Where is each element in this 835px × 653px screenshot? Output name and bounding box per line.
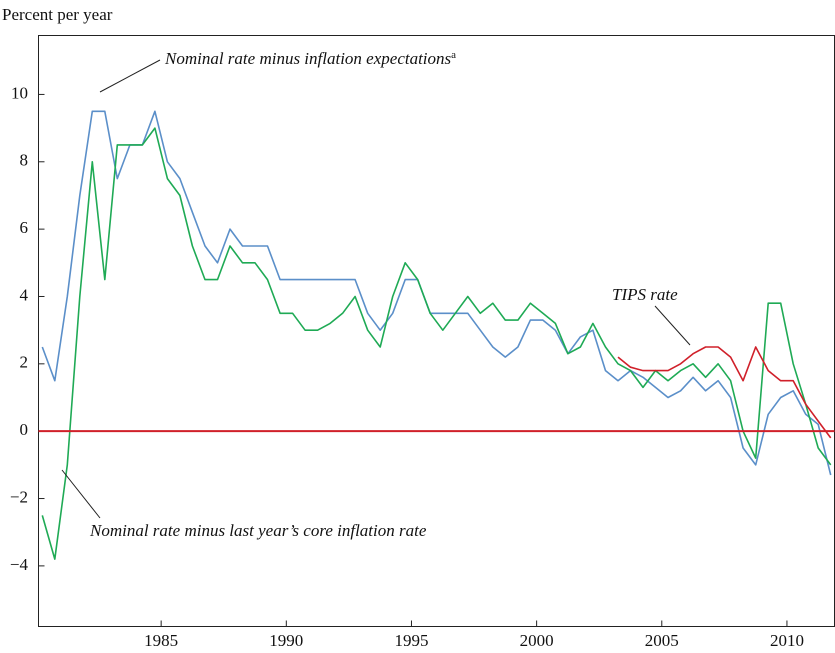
x-tick-label: 2000 xyxy=(520,631,554,650)
y-tick-label: −2 xyxy=(10,487,28,506)
annotation-leader xyxy=(654,305,691,346)
annotation-leader xyxy=(61,469,101,519)
y-tick-label: 8 xyxy=(20,151,29,170)
x-tick-label: 1985 xyxy=(144,631,178,650)
y-tick-label: 2 xyxy=(20,353,29,372)
x-tick-label: 2005 xyxy=(645,631,679,650)
series-line xyxy=(617,346,832,439)
y-tick-label: 10 xyxy=(11,83,28,102)
y-tick-label: 4 xyxy=(20,285,29,304)
y-tick-label: 6 xyxy=(20,218,29,237)
x-tick-label: 2010 xyxy=(770,631,804,650)
series-line xyxy=(41,127,832,560)
x-tick-label: 1995 xyxy=(394,631,428,650)
x-tick-label: 1990 xyxy=(269,631,303,650)
annotation: Nominal rate minus last year’s core infl… xyxy=(89,521,427,540)
annotation: TIPS rate xyxy=(612,285,678,304)
annotation-text: Nominal rate minus inflation expectation… xyxy=(164,49,452,68)
y-tick-label: 0 xyxy=(20,420,29,439)
y-tick-label: −4 xyxy=(10,555,29,574)
annotation-leader xyxy=(99,59,161,93)
series-line xyxy=(41,110,832,476)
annotation: Nominal rate minus inflation expectation… xyxy=(164,49,456,68)
y-axis-label: Percent per year xyxy=(2,5,113,24)
annotation-superscript: a xyxy=(451,49,456,61)
annotation-text: TIPS rate xyxy=(612,285,678,304)
annotation-text: Nominal rate minus last year’s core infl… xyxy=(89,521,427,540)
